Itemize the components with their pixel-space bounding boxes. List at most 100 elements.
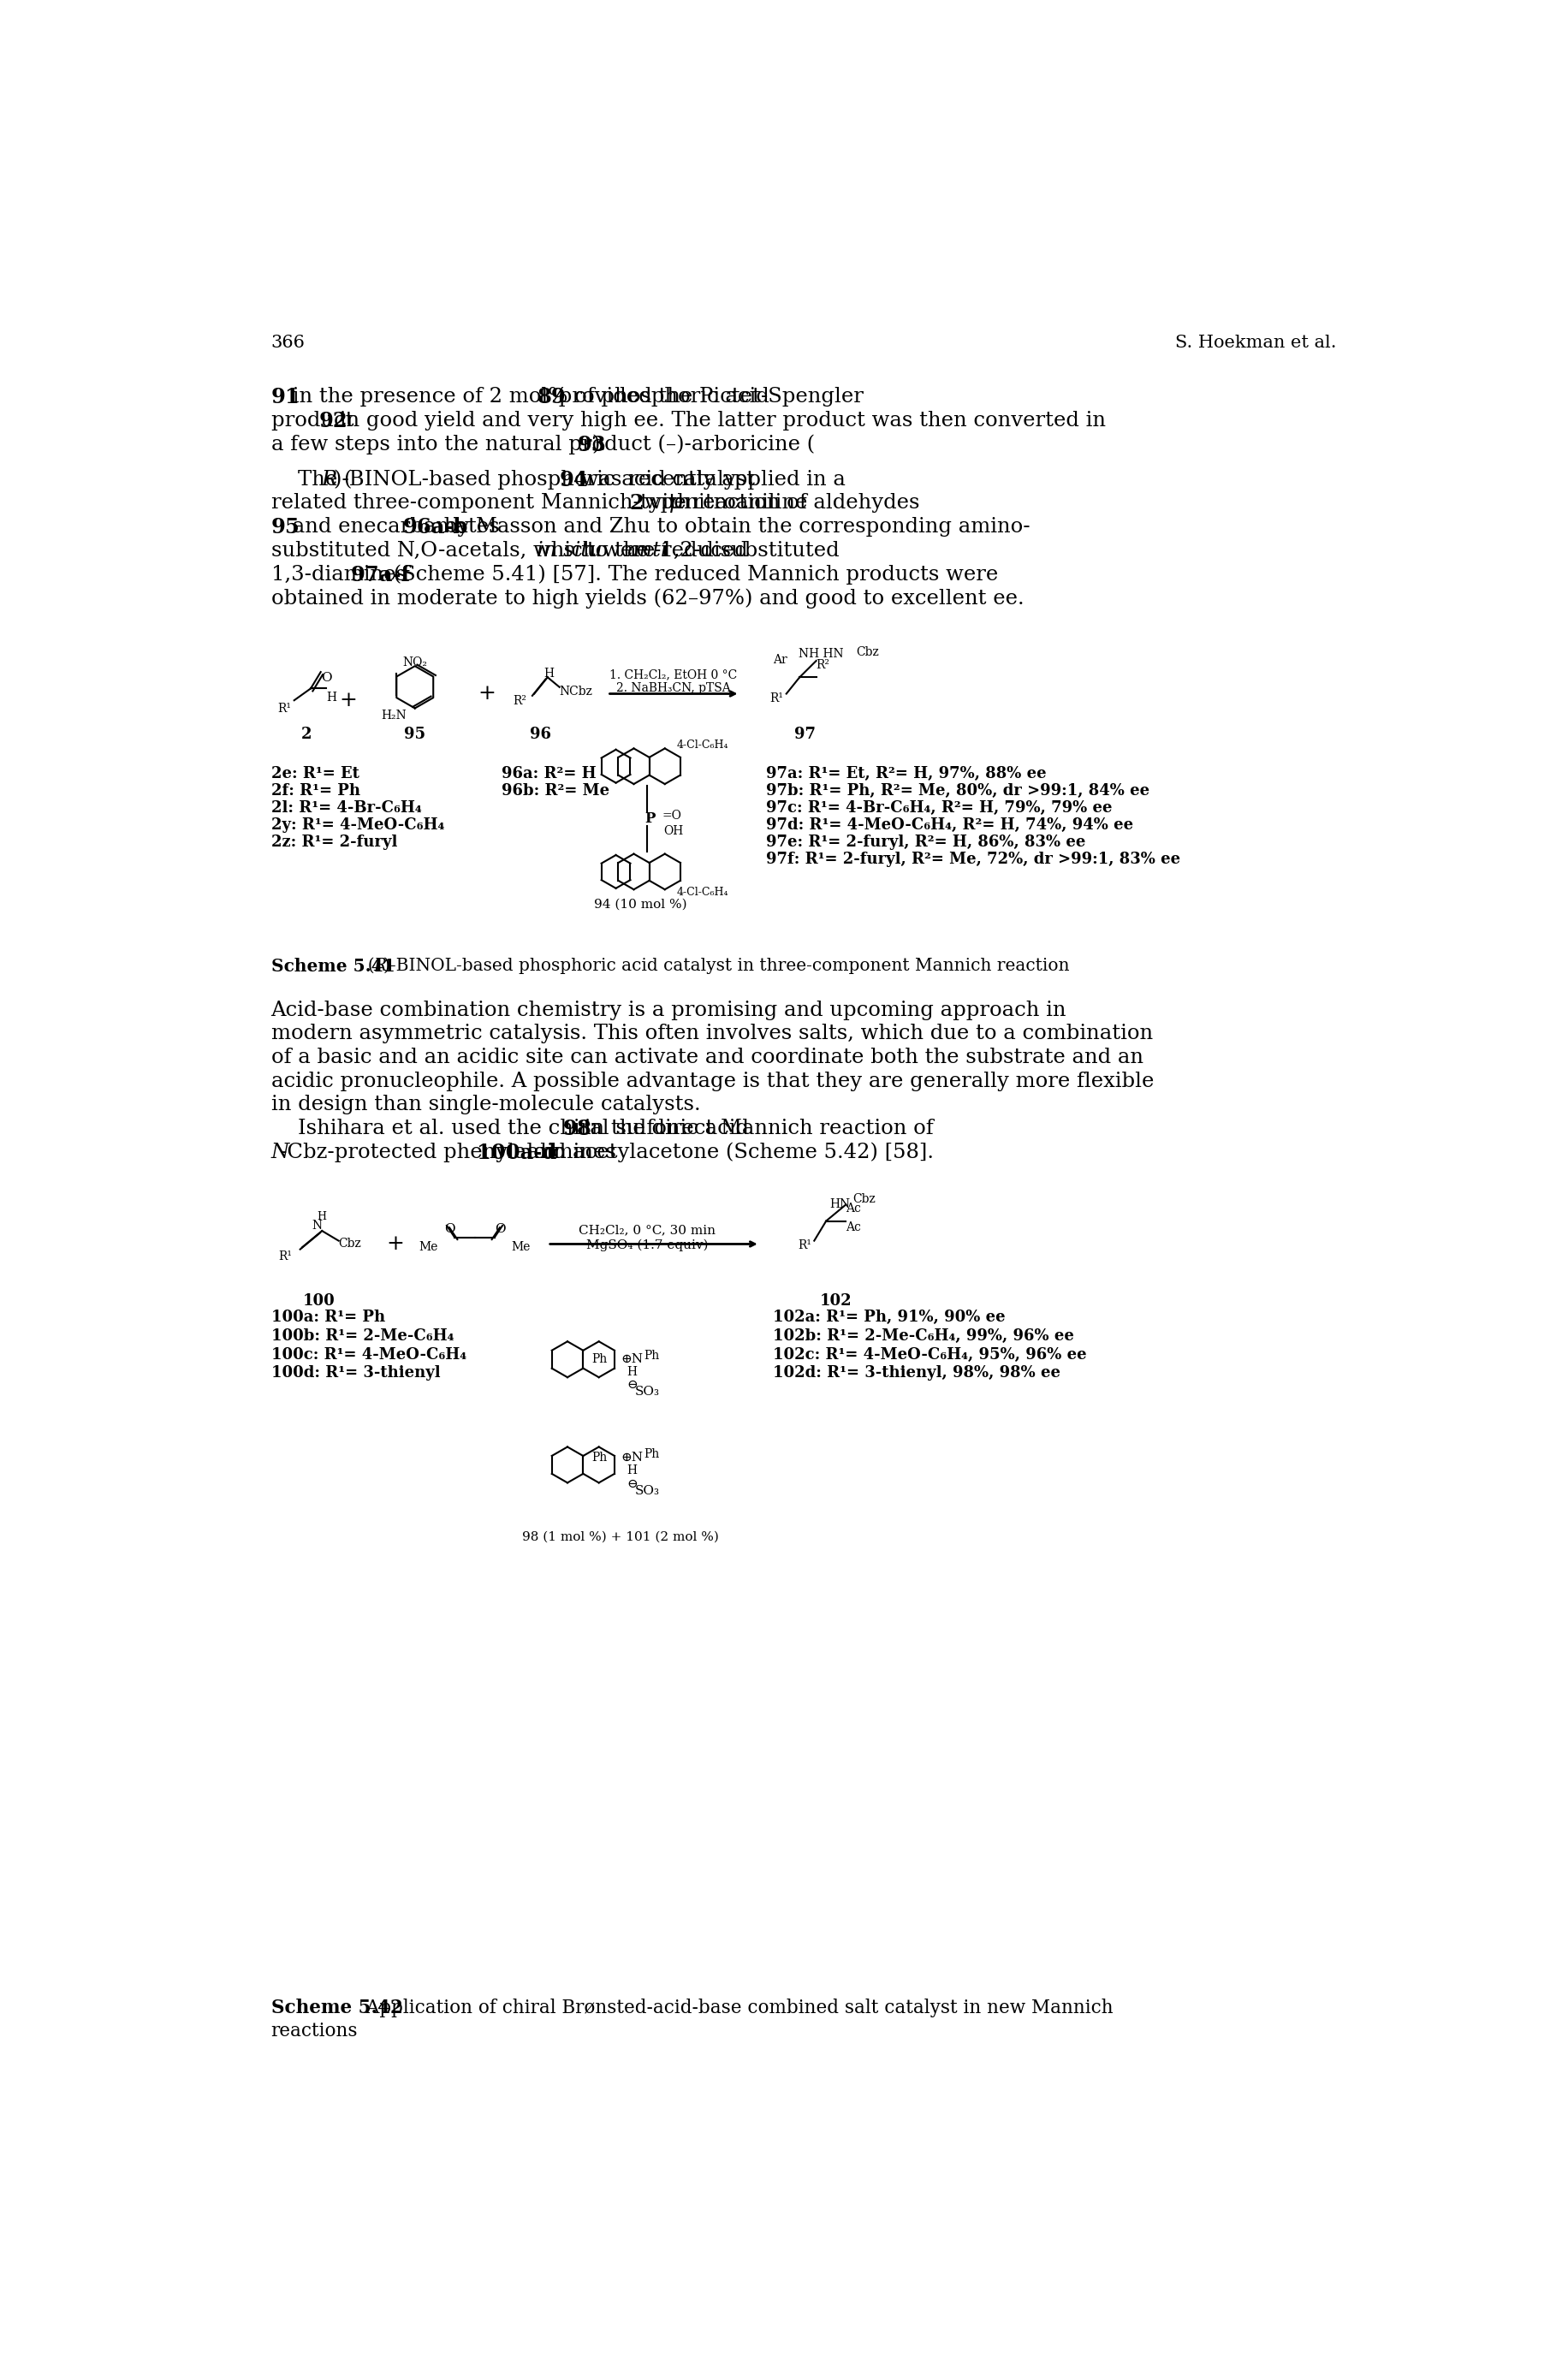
Text: 97c: R¹= 4-Br-C₆H₄, R²= H, 79%, 79% ee: 97c: R¹= 4-Br-C₆H₄, R²= H, 79%, 79% ee [767,801,1113,815]
Text: 91: 91 [271,387,299,409]
Text: -Cbz-protected phenylaldimines: -Cbz-protected phenylaldimines [281,1143,622,1162]
Text: SO₃: SO₃ [635,1385,660,1397]
Text: 2y: R¹= 4-MeO-C₆H₄: 2y: R¹= 4-MeO-C₆H₄ [271,817,444,834]
Text: +: + [340,691,358,710]
Text: 96: 96 [530,727,552,741]
Text: 97b: R¹= Ph, R²= Me, 80%, dr >99:1, 84% ee: 97b: R¹= Ph, R²= Me, 80%, dr >99:1, 84% … [767,784,1149,798]
Text: 100d: R¹= 3-thienyl: 100d: R¹= 3-thienyl [271,1366,441,1380]
Text: Cbz: Cbz [856,646,880,658]
Text: O: O [494,1224,505,1236]
Text: with: with [638,494,698,513]
Text: anti: anti [627,542,668,561]
Text: H: H [627,1466,638,1478]
Text: 102b: R¹= 2-Me-C₆H₄, 99%, 96% ee: 102b: R¹= 2-Me-C₆H₄, 99%, 96% ee [773,1328,1074,1345]
Text: P: P [644,813,655,827]
Text: acidic pronucleophile. A possible advantage is that they are generally more flex: acidic pronucleophile. A possible advant… [271,1072,1154,1091]
Text: Scheme 5.42: Scheme 5.42 [271,1998,403,2017]
Text: 102: 102 [820,1293,851,1309]
Text: 2f: R¹= Ph: 2f: R¹= Ph [271,784,361,798]
Text: product: product [271,411,361,430]
Text: Application of chiral Brønsted-acid-base combined salt catalyst in new Mannich: Application of chiral Brønsted-acid-base… [361,1998,1113,2017]
Text: in design than single-molecule catalysts.: in design than single-molecule catalysts… [271,1095,701,1114]
Text: in situ: in situ [536,542,602,561]
Text: 97a-f: 97a-f [351,565,411,584]
Text: (: ( [358,958,375,974]
Text: NH HN: NH HN [798,649,844,661]
Text: 96b: R²= Me: 96b: R²= Me [502,784,608,798]
Text: N: N [312,1219,321,1231]
Text: 97: 97 [795,727,815,741]
Text: 97a: R¹= Et, R²= H, 97%, 88% ee: 97a: R¹= Et, R²= H, 97%, 88% ee [767,765,1047,782]
Text: 2l: R¹= 4-Br-C₆H₄: 2l: R¹= 4-Br-C₆H₄ [271,801,422,815]
Text: 4-Cl-C₆H₄: 4-Cl-C₆H₄ [677,739,729,751]
Text: S. Hoekman et al.: S. Hoekman et al. [1174,335,1336,352]
Text: 4-Cl-C₆H₄: 4-Cl-C₆H₄ [677,886,729,898]
Text: -1,2-disubstituted: -1,2-disubstituted [654,542,840,561]
Text: related three-component Mannich-type reaction of aldehydes: related three-component Mannich-type rea… [271,494,927,513]
Text: R¹: R¹ [770,691,782,703]
Text: H: H [317,1212,326,1221]
Text: modern asymmetric catalysis. This often involves salts, which due to a combinati: modern asymmetric catalysis. This often … [271,1024,1152,1043]
Text: ⊕N: ⊕N [621,1452,643,1464]
Text: in good yield and very high ee. The latter product was then converted in: in good yield and very high ee. The latt… [334,411,1105,430]
Text: 97e: R¹= 2-furyl, R²= H, 86%, 83% ee: 97e: R¹= 2-furyl, R²= H, 86%, 83% ee [767,834,1087,851]
Text: Ph: Ph [644,1449,660,1461]
Text: 96a: R²= H: 96a: R²= H [502,765,596,782]
Text: HN: HN [829,1198,850,1209]
Text: +: + [478,684,495,703]
Text: 94: 94 [560,470,588,489]
Text: ).: ). [593,435,607,454]
Text: provided the Pictet-Spengler: provided the Pictet-Spengler [552,387,864,406]
Text: Scheme 5.41: Scheme 5.41 [271,958,395,974]
Text: R: R [321,470,337,489]
Text: Ishihara et al. used the chiral sulfonic acid: Ishihara et al. used the chiral sulfonic… [271,1119,756,1138]
Text: and enecarbamates: and enecarbamates [285,518,506,537]
Text: NO₂: NO₂ [403,656,428,668]
Text: 102d: R¹= 3-thienyl, 98%, 98% ee: 102d: R¹= 3-thienyl, 98%, 98% ee [773,1366,1060,1380]
Text: Ph: Ph [591,1352,607,1364]
Text: R¹: R¹ [278,703,290,715]
Text: H: H [544,668,554,680]
Text: R²: R² [817,658,829,670]
Text: MgSO₄ (1.7 equiv): MgSO₄ (1.7 equiv) [586,1238,709,1252]
Text: 100: 100 [303,1293,336,1309]
Text: obtained in moderate to high yields (62–97%) and good to excellent ee.: obtained in moderate to high yields (62–… [271,589,1024,608]
Text: H: H [627,1366,638,1378]
Text: 100a: R¹= Ph: 100a: R¹= Ph [271,1309,384,1326]
Text: of a basic and an acidic site can activate and coordinate both the substrate and: of a basic and an acidic site can activa… [271,1048,1143,1067]
Text: Ph: Ph [591,1452,607,1464]
Text: -nitroaniline: -nitroaniline [679,494,808,513]
Text: +: + [386,1233,405,1255]
Text: Acid-base combination chemistry is a promising and upcoming approach in: Acid-base combination chemistry is a pro… [271,1000,1066,1019]
Text: 96a-b: 96a-b [403,518,469,537]
Text: was recently applied in a: was recently applied in a [574,470,845,489]
Text: 2z: R¹= 2-furyl: 2z: R¹= 2-furyl [271,834,397,851]
Text: 2: 2 [629,494,643,513]
Text: R²: R² [513,696,527,708]
Text: ⊖: ⊖ [627,1378,638,1390]
Text: (Scheme 5.41) [57]. The reduced Mannich products were: (Scheme 5.41) [57]. The reduced Mannich … [387,565,999,584]
Text: R¹: R¹ [798,1240,812,1252]
Text: R: R [373,958,387,974]
Text: )-BINOL-based phosphoric acid catalyst: )-BINOL-based phosphoric acid catalyst [334,470,762,489]
Text: by Masson and Zhu to obtain the corresponding amino-: by Masson and Zhu to obtain the correspo… [437,518,1030,537]
Text: 102c: R¹= 4-MeO-C₆H₄, 95%, 96% ee: 102c: R¹= 4-MeO-C₆H₄, 95%, 96% ee [773,1347,1087,1361]
Text: H: H [326,691,336,703]
Text: 102a: R¹= Ph, 91%, 90% ee: 102a: R¹= Ph, 91%, 90% ee [773,1309,1005,1326]
Text: 2: 2 [301,727,312,741]
Text: 92: 92 [318,411,348,432]
Text: 89: 89 [538,387,566,409]
Text: N: N [271,1143,289,1162]
Text: 2. NaBH₃CN, pTSA: 2. NaBH₃CN, pTSA [616,682,731,694]
Text: 98: 98 [563,1119,591,1140]
Text: 95: 95 [271,518,299,537]
Text: NCbz: NCbz [560,684,593,696]
Text: 2e: R¹= Et: 2e: R¹= Et [271,765,359,782]
Text: p: p [670,494,684,513]
Text: ⊖: ⊖ [627,1478,638,1490]
Text: in the direct Mannich reaction of: in the direct Mannich reaction of [577,1119,933,1138]
Text: OH: OH [663,824,684,836]
Text: Ph: Ph [644,1350,660,1361]
Text: Me: Me [419,1240,437,1252]
Text: substituted N,O-acetals, which were reduced: substituted N,O-acetals, which were redu… [271,542,754,561]
